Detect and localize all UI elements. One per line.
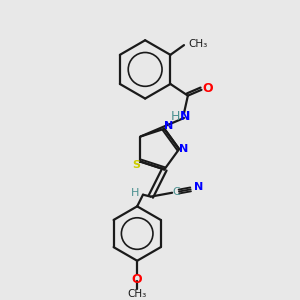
Text: CH₃: CH₃ [128, 289, 147, 299]
Text: H: H [171, 110, 180, 123]
Text: N: N [164, 121, 173, 131]
Text: C: C [172, 187, 180, 197]
Text: S: S [133, 160, 141, 170]
Text: N: N [194, 182, 203, 192]
Text: O: O [132, 273, 142, 286]
Text: N: N [179, 144, 189, 154]
Text: N: N [180, 110, 190, 123]
Text: H: H [131, 188, 140, 198]
Text: O: O [202, 82, 213, 95]
Text: CH₃: CH₃ [188, 39, 207, 49]
